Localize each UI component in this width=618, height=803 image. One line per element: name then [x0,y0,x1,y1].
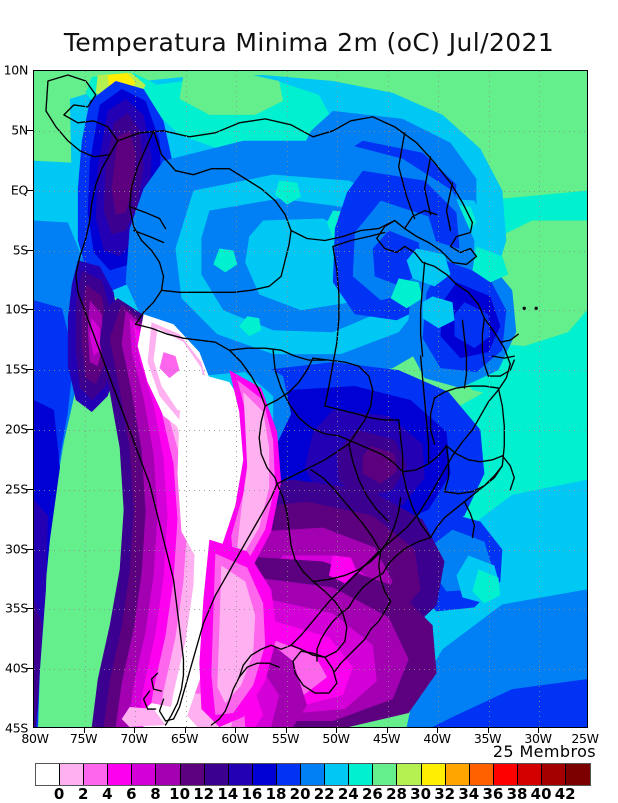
temperature-contour-field [34,71,587,727]
colorbar-swatch-magenta-purple [132,764,157,785]
y-axis-label: 30S [5,541,28,556]
colorbar-swatch-magenta [108,764,133,785]
colorbar-tick: 38 [506,785,528,803]
y-axis-label: 10S [5,301,28,317]
colorbar-tick: 14 [217,785,239,803]
colorbar-swatch-orange [445,764,470,785]
colorbar-swatch-sky-blue [325,764,350,785]
map-plot-area [33,70,588,728]
y-axis-label: 40S [5,660,28,676]
x-axis-label: 55W [271,731,300,746]
y-axis-label: EQ [10,182,28,198]
y-axis-label: 20S [5,421,28,437]
colorbar-swatch-yellow-green [397,764,422,785]
colorbar-swatch-light-pink [60,764,85,785]
colorbar-tick: 16 [241,785,263,803]
colorbar-tick: 6 [126,785,137,803]
colorbar-tick: 12 [193,785,215,803]
colorbar-tick: 0 [53,785,65,803]
colorbar-swatch-dark-orange [469,764,494,785]
y-axis-label: 45S [5,720,28,736]
colorbar-swatch-purple [156,764,181,785]
colorbar-tick: 32 [434,785,456,803]
x-axis-label: 80W [21,731,49,746]
x-axis-label: 40W [423,731,451,746]
colorbar-swatch-bright-blue [301,764,326,785]
colorbar-tick: 8 [150,785,161,803]
colorbar-swatch-yellow [421,764,446,785]
colorbar-swatch-indigo [228,764,253,785]
x-axis-label: 35W [473,731,502,746]
page-title: Temperatura Minima 2m (oC) Jul/2021 [63,28,555,57]
y-axis-label: 35S [5,600,28,616]
colorbar-tick: 4 [102,785,113,803]
x-axis-label: 30W [524,731,552,746]
y-axis-label: 15S [5,361,28,377]
colorbar-swatch-turquoise [349,764,374,785]
country-borders-layer [34,71,587,727]
colorbar-swatch-dark-red [517,764,542,785]
x-axis-label: 70W [120,731,148,746]
x-axis-label: 25W [571,731,599,746]
temperature-colorbar [35,763,592,786]
colorbar-tick: 24 [337,785,359,803]
x-axis-label: 50W [322,731,350,746]
x-axis-label: 65W [170,731,199,746]
colorbar-tick: 10 [169,785,191,803]
colorbar-swatch-deep-violet [204,764,229,785]
y-axis-label: 10N [3,62,29,78]
colorbar-swatch-pink-magenta [84,764,109,785]
colorbar-tick: 2 [77,785,89,803]
colorbar-tick: 34 [458,785,480,803]
colorbar-swatch-white [36,764,61,785]
x-axis-label: 45W [372,731,401,746]
colorbar-tick: 40 [530,785,552,803]
colorbar-tick: 42 [554,785,576,803]
colorbar-tick: 36 [482,785,504,803]
colorbar-tick: 26 [361,785,383,803]
colorbar-swatch-green [373,764,398,785]
colorbar-swatch-royal-blue [276,764,302,785]
members-caption: 25 Membros [492,742,596,761]
y-axis-label: 5N [11,122,28,138]
y-axis-label: 5S [12,242,29,257]
colorbar-swatch-red [493,764,518,785]
colorbar-swatch-dark-purple [180,764,205,785]
colorbar-swatch-blue [252,764,277,785]
colorbar-swatch-darker-red [541,764,567,785]
x-axis-label: 60W [221,731,249,746]
y-axis-label: 25S [5,481,28,497]
colorbar-tick: 20 [289,785,311,803]
colorbar-tick: 28 [386,785,407,803]
colorbar-tick: 22 [313,785,335,803]
colorbar-swatch-maroon [566,764,591,785]
x-axis-label: 75W [69,731,98,746]
colorbar-tick: 18 [265,785,287,803]
colorbar-tick: 30 [410,785,432,803]
